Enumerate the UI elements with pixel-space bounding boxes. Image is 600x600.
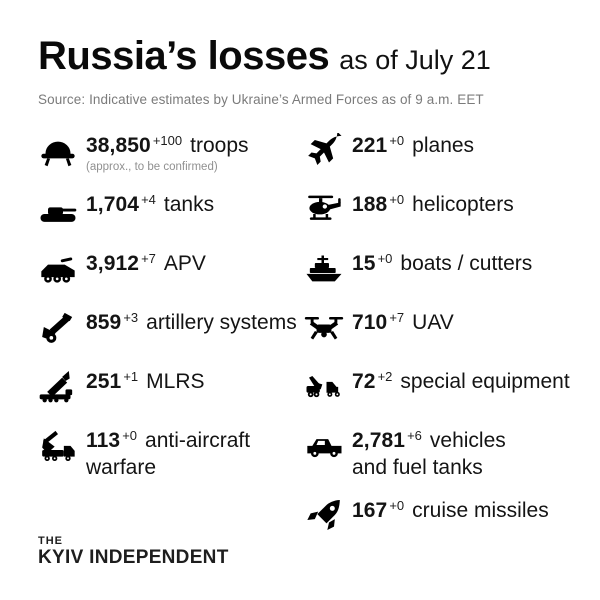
drone-icon xyxy=(304,310,344,344)
stat-text: 15 +0 boats / cutters xyxy=(352,250,532,277)
stat-delta: +0 xyxy=(389,191,405,207)
stat-label: boats / cutters xyxy=(400,251,533,275)
stat-note: (approx., to be confirmed) xyxy=(86,161,218,174)
stat-value: 167 xyxy=(352,499,388,523)
vehicle-icon xyxy=(304,428,344,462)
footer-logo: THE KYIV INDEPENDENT xyxy=(38,536,229,569)
stat-planes: 221 +0 planes xyxy=(304,132,582,191)
stat-value: 221 xyxy=(352,133,388,157)
stat-delta: +2 xyxy=(377,368,393,384)
special-equipment-icon xyxy=(304,369,344,403)
helicopter-icon xyxy=(304,192,344,226)
helmet-icon xyxy=(38,133,78,167)
stat-helicopters: 188 +0 helicopters xyxy=(304,191,582,250)
stat-troops: 38,850 +100 troops (approx., to be confirme… xyxy=(38,132,304,191)
stat-text: 113 +0 anti-aircraft warfare xyxy=(86,427,250,482)
stat-delta: +3 xyxy=(123,309,139,325)
stat-delta: +7 xyxy=(141,250,156,266)
stat-label: special equipment xyxy=(400,369,570,393)
stats-grid: 38,850 +100 troops (approx., to be confirme… xyxy=(0,132,600,557)
stat-label: anti-aircraft warfare xyxy=(86,428,251,480)
stat-text: 2,781 +6 vehicles and fuel tanks xyxy=(352,427,506,482)
apv-icon xyxy=(38,251,78,285)
stat-label: tanks xyxy=(163,192,215,216)
stat-delta: +0 xyxy=(377,250,393,266)
stat-value: 72 xyxy=(352,369,376,393)
stat-label: MLRS xyxy=(146,369,205,393)
stat-delta: +6 xyxy=(407,427,422,443)
plane-icon xyxy=(304,132,344,167)
missile-icon xyxy=(304,498,344,532)
stat-text: 3,912 +7 APV xyxy=(86,250,206,277)
stat-text: 72 +2 special equipment xyxy=(352,368,570,395)
stat-mlrs: 251 +1 MLRS xyxy=(38,368,304,427)
stat-delta: +0 xyxy=(389,498,405,514)
stat-label: cruise missiles xyxy=(412,499,549,523)
stat-value: 113 xyxy=(86,428,121,452)
stat-delta: +1 xyxy=(123,368,139,384)
header: Russia’s losses as of July 21 Source: Ind… xyxy=(0,0,600,107)
stat-value: 859 xyxy=(86,310,122,334)
stat-delta: +0 xyxy=(389,132,405,148)
stat-anti-aircraft-warfare: 113 +0 anti-aircraft warfare xyxy=(38,427,304,498)
stat-value: 710 xyxy=(352,310,388,334)
stat-label: planes xyxy=(412,133,475,157)
stat-value: 15 xyxy=(352,251,376,275)
stat-special-equipment: 72 +2 special equipment xyxy=(304,368,582,427)
page-title: Russia’s losses xyxy=(38,34,330,78)
stat-vehicles-fuel-tanks: 2,781 +6 vehicles and fuel tanks xyxy=(304,427,582,498)
stat-delta: +100 xyxy=(152,132,183,148)
logo-the: THE xyxy=(38,535,63,548)
stat-value: 2,781 xyxy=(352,428,406,452)
stat-value: 3,912 xyxy=(86,251,140,275)
source-note: Source: Indicative estimates by Ukraine’… xyxy=(38,91,484,107)
stat-label: UAV xyxy=(412,310,454,334)
title-line: Russia’s losses as of July 21 xyxy=(38,36,562,77)
stat-text: 167 +0 cruise missiles xyxy=(352,497,549,524)
stat-text: 710 +7 UAV xyxy=(352,309,454,336)
stat-value: 251 xyxy=(86,369,122,393)
stat-text: 859 +3 artillery systems xyxy=(86,309,297,336)
stat-uav: 710 +7 UAV xyxy=(304,309,582,368)
stat-delta: +7 xyxy=(389,309,405,325)
stat-apv: 3,912 +7 APV xyxy=(38,250,304,309)
logo-kyiv-independent: KYIV INDEPENDENT xyxy=(38,547,229,569)
stat-delta: +0 xyxy=(122,427,138,443)
stat-cruise-missiles: 167 +0 cruise missiles xyxy=(304,497,582,556)
stat-value: 1,704 xyxy=(86,192,140,216)
stat-value: 38,850 xyxy=(86,133,151,157)
anti-aircraft-icon xyxy=(38,428,78,462)
page-subtitle: as of July 21 xyxy=(339,45,491,75)
stat-boats-cutters: 15 +0 boats / cutters xyxy=(304,250,582,309)
stat-label: helicopters xyxy=(412,192,514,216)
stat-delta: +4 xyxy=(141,191,156,207)
boat-icon xyxy=(304,251,344,285)
stat-text: 221 +0 planes xyxy=(352,132,474,159)
stat-label: artillery systems xyxy=(146,310,297,334)
stat-text: 1,704 +4 tanks xyxy=(86,191,214,218)
tank-icon xyxy=(38,192,78,226)
stat-label: vehicles and fuel tanks xyxy=(352,428,506,480)
artillery-icon xyxy=(38,310,78,344)
mlrs-icon xyxy=(38,369,78,403)
stat-text: 251 +1 MLRS xyxy=(86,368,205,395)
stat-artillery-systems: 859 +3 artillery systems xyxy=(38,309,304,368)
stat-text: 38,850 +100 troops (approx., to be confirme… xyxy=(86,132,249,175)
stat-tanks: 1,704 +4 tanks xyxy=(38,191,304,250)
stat-label: troops xyxy=(190,133,249,157)
stat-label: APV xyxy=(163,251,206,275)
stat-value: 188 xyxy=(352,192,388,216)
stat-text: 188 +0 helicopters xyxy=(352,191,514,218)
